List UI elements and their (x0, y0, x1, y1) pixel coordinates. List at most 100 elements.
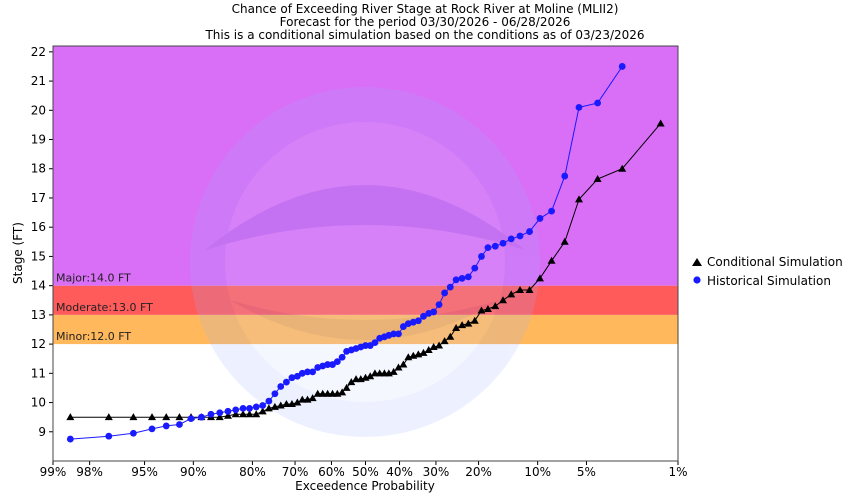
data-point-historical (526, 228, 533, 235)
data-point-conditional (162, 413, 171, 421)
data-point-conditional (464, 319, 473, 327)
data-point-conditional (252, 410, 261, 418)
data-point-conditional (525, 286, 534, 294)
data-point-historical (548, 207, 555, 215)
data-point-historical (618, 63, 626, 70)
y-tick-label: 18 (31, 162, 46, 176)
data-point-historical (66, 435, 74, 443)
data-point-conditional (231, 410, 240, 418)
y-tick-label: 16 (31, 220, 46, 234)
data-point-historical (507, 235, 515, 243)
legend-marker-historical (693, 276, 701, 284)
data-point-historical (441, 289, 448, 297)
x-tick-label: 1% (668, 465, 687, 479)
y-tick-label: 20 (31, 103, 46, 117)
data-point-historical (484, 244, 492, 252)
data-point-conditional (419, 348, 428, 356)
x-tick-label: 98% (76, 465, 103, 479)
data-point-historical (390, 330, 398, 338)
data-point-historical (414, 317, 422, 325)
data-point-historical (176, 421, 183, 428)
data-point-conditional (470, 316, 479, 324)
legend-label-historical: Historical Simulation (707, 274, 831, 288)
data-point-historical (162, 422, 170, 430)
data-point-conditional (342, 383, 351, 391)
data-point-conditional (347, 378, 356, 386)
data-point-historical (371, 339, 379, 347)
data-point-historical (333, 358, 341, 366)
data-point-historical (446, 283, 454, 291)
data-point-historical (224, 407, 232, 415)
data-point-historical (478, 253, 485, 260)
y-tick-label: 10 (31, 396, 46, 410)
data-point-historical (198, 413, 205, 421)
data-point-historical (561, 172, 569, 180)
data-point-conditional (148, 413, 157, 421)
x-tick-label: 50% (352, 465, 379, 479)
data-point-conditional (458, 321, 467, 329)
data-point-conditional (104, 413, 113, 421)
data-point-historical (293, 372, 301, 380)
x-tick-label: 90% (180, 465, 207, 479)
data-point-conditional (129, 413, 138, 421)
data-point-conditional (535, 274, 544, 282)
data-point-historical (252, 403, 260, 411)
x-tick-label: 5% (577, 465, 596, 479)
data-point-historical (362, 342, 369, 349)
y-tick-label: 14 (31, 279, 46, 293)
data-point-conditional (389, 367, 398, 375)
data-point-conditional (239, 410, 248, 418)
data-point-conditional (483, 305, 492, 313)
data-point-conditional (477, 306, 486, 314)
flood-bands: Minor:12.0 FT Moderate:13.0 FT Major:14.0 … (53, 46, 678, 345)
data-point-historical (435, 301, 443, 309)
flood-band-label: Minor:12.0 FT (56, 330, 131, 343)
y-tick-label: 17 (31, 191, 46, 205)
data-point-conditional (308, 394, 317, 402)
data-point-conditional (215, 413, 224, 421)
data-point-conditional (394, 363, 403, 371)
data-point-conditional (258, 407, 267, 415)
data-point-historical (265, 397, 273, 405)
data-point-historical (232, 406, 240, 414)
y-tick-label: 19 (31, 133, 46, 147)
x-tick-label: 30% (423, 465, 450, 479)
data-point-historical (338, 353, 346, 361)
legend-marker-conditional (692, 258, 702, 266)
data-point-historical (395, 330, 402, 338)
data-point-historical (187, 415, 195, 423)
x-tick-label: 40% (386, 465, 413, 479)
data-point-conditional (282, 400, 291, 408)
x-axis-label: Exceedence Probability (295, 479, 435, 493)
data-point-historical (458, 274, 466, 282)
flood-band-label: Moderate:13.0 FT (56, 301, 153, 314)
data-point-historical (271, 390, 279, 398)
data-point-conditional (223, 411, 232, 419)
data-point-conditional (499, 296, 508, 304)
data-point-conditional (435, 341, 444, 349)
data-point-historical (288, 374, 296, 382)
x-tick-label: 10% (524, 465, 551, 479)
data-point-conditional (424, 345, 433, 353)
data-point-historical (491, 242, 499, 250)
data-point-historical (283, 378, 290, 386)
data-point-historical (536, 215, 544, 222)
data-point-historical (304, 368, 311, 376)
data-point-conditional (547, 256, 556, 264)
data-point-historical (259, 402, 267, 409)
data-point-conditional (656, 119, 665, 127)
x-tick-label: 95% (131, 465, 158, 479)
chart-title: Chance of Exceeding River Stage at Rock … (232, 2, 619, 16)
data-point-conditional (452, 324, 461, 332)
y-tick-label: 15 (31, 249, 46, 263)
flood-band-minor (53, 314, 678, 345)
data-point-historical (148, 425, 156, 433)
data-point-conditional (338, 388, 347, 396)
data-point-historical (207, 410, 215, 418)
data-point-conditional (446, 332, 455, 340)
data-point-historical (246, 404, 253, 412)
x-tick-label: 99% (40, 465, 67, 479)
data-point-historical (399, 323, 407, 330)
data-point-conditional (245, 410, 254, 418)
